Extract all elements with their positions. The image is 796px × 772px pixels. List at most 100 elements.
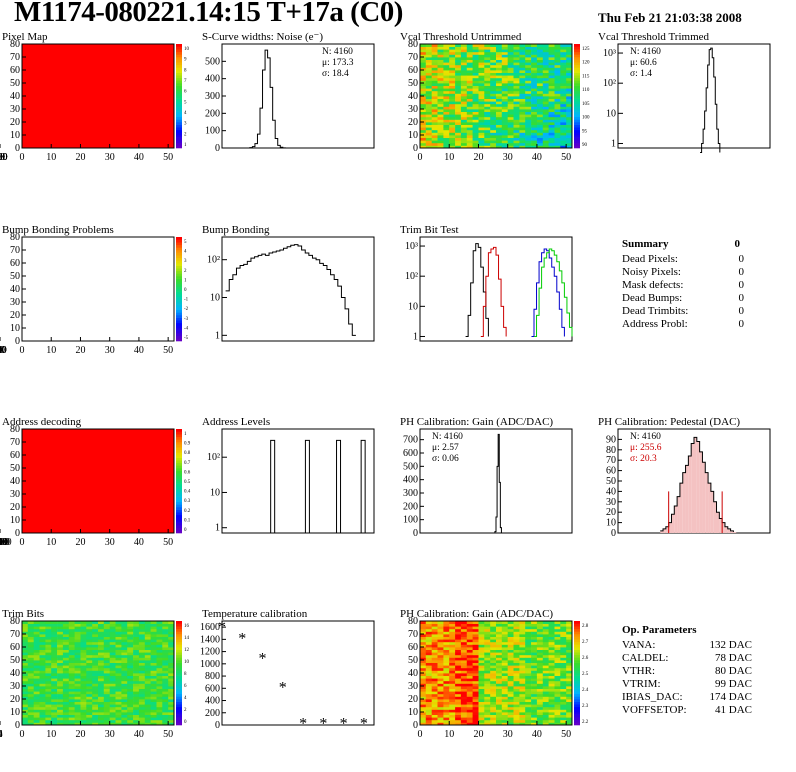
- heatmap-cell: [443, 59, 450, 63]
- heatmap-cell: [478, 717, 485, 721]
- heatmap-cell: [431, 114, 438, 118]
- heatmap-cell: [51, 662, 58, 666]
- heatmap-cell: [51, 696, 58, 700]
- heatmap-cell: [554, 111, 561, 115]
- heatmap-cell: [560, 114, 567, 118]
- heatmap-cell: [420, 628, 427, 632]
- heatmap-cell: [443, 634, 450, 637]
- y-tick-label: 30: [10, 681, 20, 692]
- heatmap-cell: [560, 693, 567, 697]
- heatmap-cell: [437, 699, 444, 702]
- heatmap-cell: [133, 701, 140, 705]
- heatmap-cell: [162, 639, 169, 643]
- heatmap-cell: [420, 634, 427, 637]
- heatmap-cell: [80, 667, 87, 671]
- heatmap-cell: [150, 652, 157, 656]
- heatmap-cell: [168, 662, 175, 666]
- heatmap-cell: [121, 647, 128, 650]
- heatmap-cell: [431, 135, 438, 138]
- heatmap-cell: [51, 657, 58, 661]
- heatmap-cell: [431, 111, 438, 115]
- heatmap-cell: [437, 122, 444, 125]
- heatmap-cell: [168, 688, 175, 692]
- heatmap-cell: [525, 712, 532, 715]
- heatmap-cell: [150, 699, 157, 702]
- heatmap-cell: [560, 719, 567, 723]
- colorbar-segment: [574, 129, 580, 133]
- heatmap-cell: [554, 680, 561, 684]
- heatmap-cell: [437, 636, 444, 640]
- heatmap-cell: [98, 665, 105, 669]
- heatmap-cell: [115, 686, 122, 689]
- heatmap-cell: [478, 145, 485, 149]
- heatmap-cell: [548, 636, 555, 640]
- heatmap-cell: [103, 691, 110, 695]
- heatmap-cell: [115, 647, 122, 650]
- heatmap-cell: [478, 127, 485, 131]
- heatmap-cell: [525, 64, 532, 68]
- heatmap-cell: [98, 647, 105, 650]
- heatmap-cell: [86, 693, 93, 697]
- colorbar-segment: [176, 486, 182, 490]
- heatmap-cell: [98, 621, 105, 624]
- heatmap-cell: [478, 114, 485, 118]
- colorbar-label: 1: [184, 278, 187, 283]
- heatmap-cell: [536, 46, 544, 50]
- heatmap-cell: [531, 80, 538, 84]
- heatmap-cell: [431, 101, 438, 105]
- pedestal-bar: [679, 483, 683, 533]
- heatmap-cell: [519, 46, 526, 50]
- heatmap-cell: [420, 46, 427, 50]
- heatmap-cell: [525, 85, 532, 89]
- heatmap-cell: [109, 675, 116, 679]
- heatmap-cell: [478, 631, 485, 635]
- heatmap-cell: [115, 621, 122, 624]
- heatmap-cell: [484, 124, 491, 128]
- heatmap-cell: [542, 660, 549, 663]
- heatmap-cell: [51, 631, 58, 635]
- heatmap-cell: [45, 665, 52, 669]
- heatmap-cell: [449, 686, 456, 689]
- heatmap-cell: [420, 706, 427, 710]
- level-peak: [360, 439, 366, 533]
- heatmap-cell: [566, 621, 573, 624]
- heatmap-cell: [484, 116, 491, 120]
- heatmap-cell: [478, 688, 485, 692]
- heatmap-cell: [478, 85, 485, 89]
- heatmap-cell: [484, 631, 491, 635]
- heatmap-cell: [466, 686, 473, 689]
- heatmap-cell: [548, 696, 555, 700]
- heatmap-cell: [531, 72, 538, 76]
- heatmap-cell: [443, 706, 450, 710]
- heatmap-cell: [560, 70, 567, 73]
- heatmap-cell: [133, 696, 140, 700]
- heatmap-cell: [127, 654, 134, 658]
- x-tick-label: 40: [0, 345, 5, 356]
- heatmap-cell: [460, 678, 468, 682]
- colorbar-segment: [176, 719, 182, 723]
- heatmap-cell: [74, 667, 81, 671]
- y-tick-label: 30: [10, 104, 20, 115]
- heatmap-cell: [420, 140, 427, 144]
- colorbar-segment: [176, 636, 182, 640]
- heatmap-cell: [536, 631, 544, 635]
- x-tick-label: 10: [444, 729, 454, 740]
- heatmap-cell: [566, 654, 573, 658]
- heatmap-cell: [507, 678, 514, 682]
- heatmap-cell: [466, 96, 473, 99]
- heatmap-cell: [115, 626, 122, 630]
- colorbar-segment: [176, 250, 182, 253]
- heatmap-cell: [560, 77, 567, 81]
- heatmap-cell: [513, 124, 520, 128]
- heatmap-cell: [443, 116, 450, 120]
- heatmap-cell: [531, 51, 538, 55]
- heatmap-cell: [98, 673, 105, 676]
- heatmap-cell: [92, 641, 99, 645]
- heatmap-cell: [45, 634, 52, 637]
- heatmap-cell: [507, 135, 514, 138]
- heatmap-cell: [121, 623, 128, 627]
- heatmap-cell: [548, 639, 555, 643]
- heatmap-cell: [513, 691, 520, 695]
- heatmap-cell: [507, 693, 514, 697]
- y-tick-label: 50: [10, 271, 20, 282]
